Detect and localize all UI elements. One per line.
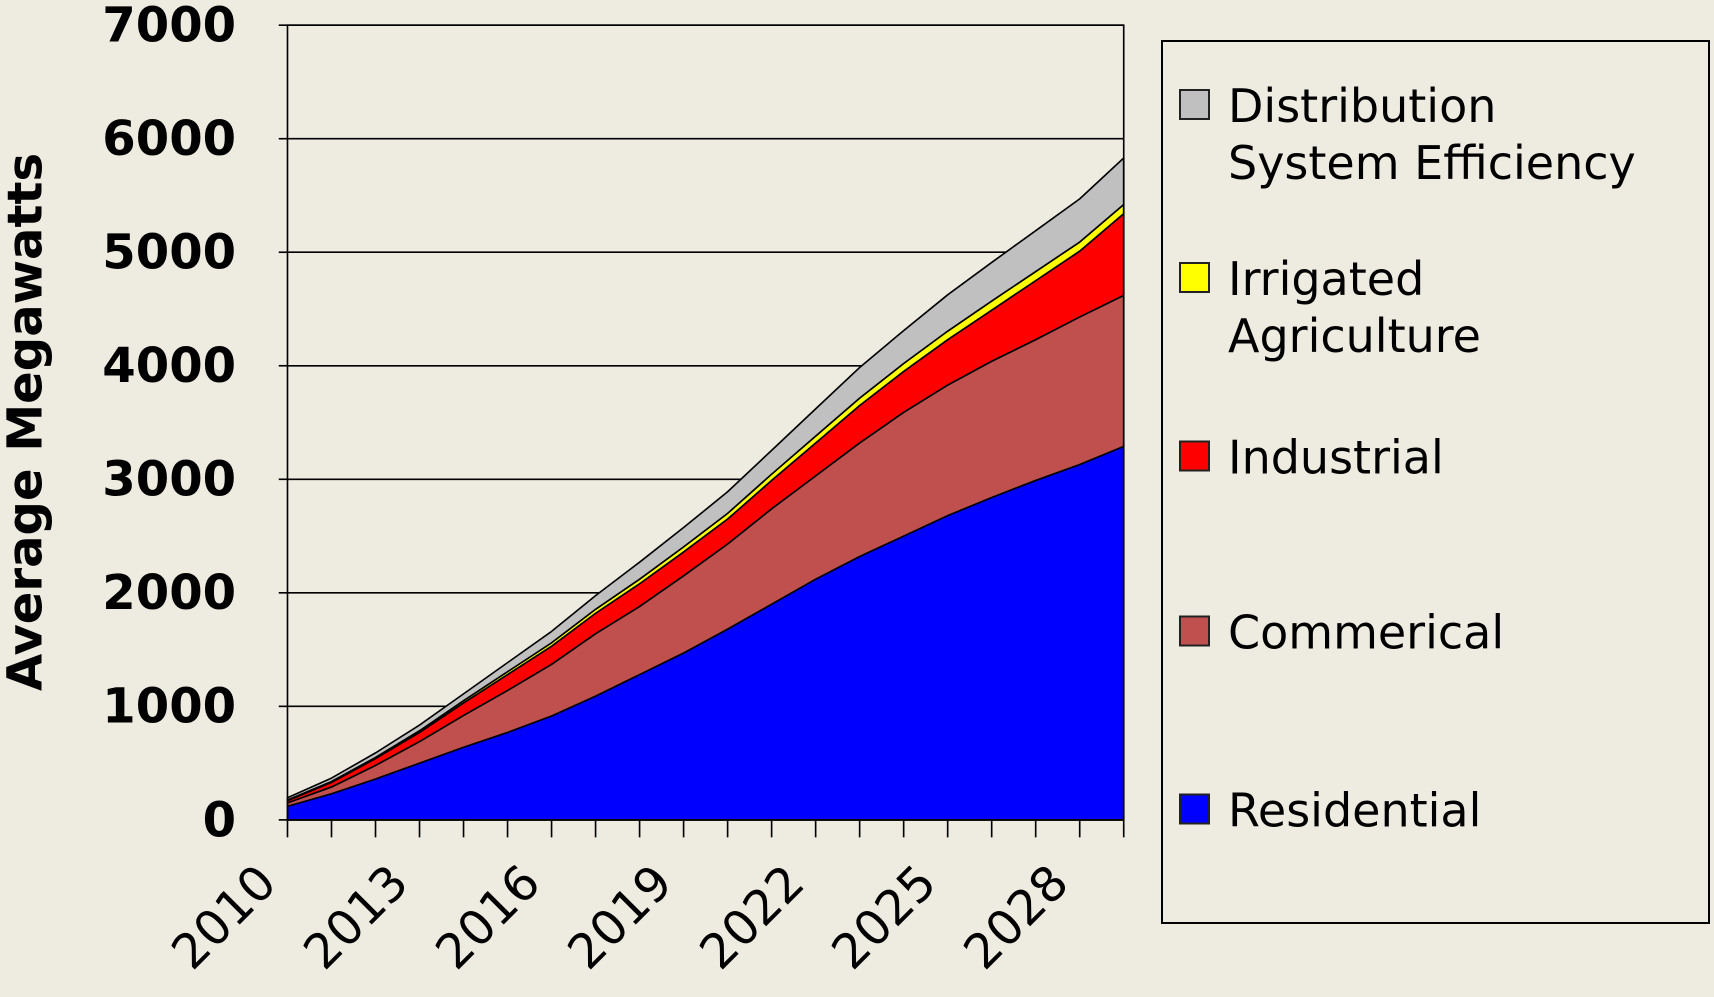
legend-label: Residential <box>1228 783 1482 838</box>
legend-entry: Residential <box>1179 783 1658 840</box>
legend-entry: Commerical <box>1179 605 1658 662</box>
y-tick-label: 2000 <box>102 565 236 621</box>
legend-swatch <box>1179 262 1210 293</box>
y-axis-title: Average Megawatts <box>0 153 54 691</box>
x-tick-label: 2028 <box>953 854 1079 980</box>
legend-swatch <box>1179 793 1210 825</box>
legend-swatch <box>1179 89 1210 120</box>
y-tick-label: 3000 <box>102 452 236 508</box>
x-tick-label: 2025 <box>821 854 947 980</box>
y-tick-label: 4000 <box>102 338 236 394</box>
x-tick-label: 2016 <box>425 854 551 980</box>
y-tick-label: 0 <box>203 792 236 848</box>
x-tick-label: 2013 <box>293 854 419 980</box>
legend-swatch <box>1179 440 1210 472</box>
legend-label: Distribution System Efficiency <box>1228 79 1636 190</box>
legend-label: Industrial <box>1228 430 1444 485</box>
legend-entry: Industrial <box>1179 430 1658 487</box>
y-tick-label: 6000 <box>102 111 236 167</box>
legend: Residential Commerical Industrial Irrigated… <box>1161 40 1710 924</box>
x-tick-label: 2019 <box>557 854 683 980</box>
y-tick-label: 5000 <box>102 225 236 281</box>
x-tick-label: 2010 <box>161 854 287 980</box>
legend-entry: Distribution System Efficiency <box>1179 78 1658 192</box>
legend-entry: Irrigated Agriculture <box>1179 251 1658 365</box>
legend-label: Irrigated Agriculture <box>1228 252 1481 363</box>
y-tick-label: 7000 <box>102 0 236 54</box>
plot-frame <box>286 24 1125 821</box>
legend-label: Commerical <box>1228 605 1505 660</box>
legend-swatch <box>1179 615 1210 647</box>
y-tick-label: 1000 <box>102 679 236 735</box>
x-tick-label: 2022 <box>689 854 815 980</box>
